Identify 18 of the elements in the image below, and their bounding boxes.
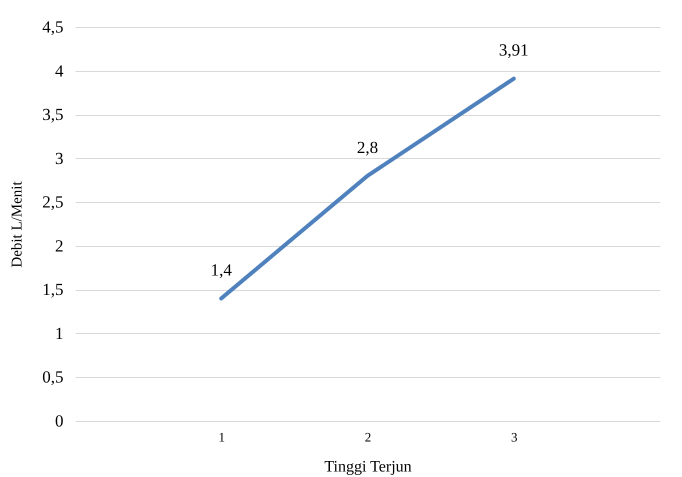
x-axis-title: Tinggi Terjun xyxy=(324,458,412,476)
data-label: 3,91 xyxy=(498,40,529,60)
data-label: 2,8 xyxy=(356,138,378,157)
y-tick-label: 0,5 xyxy=(42,368,64,387)
y-tick-label: 3,5 xyxy=(42,105,64,124)
x-tick-label: 1 xyxy=(218,430,225,444)
y-axis-title: Debit L/Menit xyxy=(9,180,26,268)
y-tick-label: 1 xyxy=(55,324,64,343)
data-label: 1,4 xyxy=(210,260,232,280)
y-tick-label: 1,5 xyxy=(42,280,64,300)
y-tick-label: 2,5 xyxy=(42,192,64,212)
y-tick-label: 4,5 xyxy=(42,18,64,36)
x-tick-label: 2 xyxy=(364,430,372,444)
y-tick-label: 0 xyxy=(55,412,64,430)
x-tick-label: 3 xyxy=(511,430,518,444)
y-tick-label: 2 xyxy=(55,236,64,256)
y-tick-label: 4 xyxy=(55,61,64,80)
y-tick-label: 3 xyxy=(55,148,64,168)
